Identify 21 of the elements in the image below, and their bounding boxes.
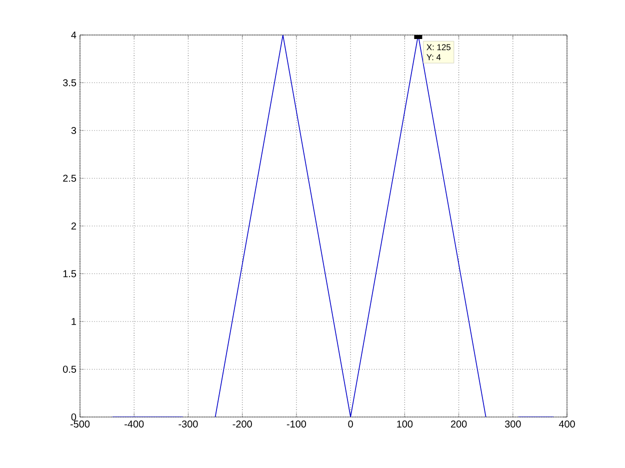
- y-tick-label: 1: [72, 318, 76, 325]
- y-tick-label: 0: [71, 413, 76, 421]
- x-tick-label: -500: [70, 420, 90, 428]
- x-tick-label: -100: [286, 420, 306, 428]
- y-tick-label: 3.5: [63, 79, 76, 86]
- x-tick-label: -200: [232, 420, 252, 428]
- x-tick-label: 200: [450, 420, 467, 428]
- y-tick-label: 0.5: [63, 366, 76, 373]
- annotation: Y: 4: [426, 54, 441, 60]
- x-tick-label: 100: [397, 420, 413, 428]
- y-tick-label: 2.5: [63, 174, 76, 182]
- x-tick-label: 400: [558, 420, 575, 428]
- x-tick-label: 0: [348, 420, 353, 428]
- x-tick-label: -300: [178, 420, 198, 428]
- y-tick-label: 1.5: [63, 270, 76, 278]
- y-tick-label: 4: [71, 32, 76, 38]
- x-tick-label: 300: [504, 420, 521, 428]
- annotation: X: 125: [426, 44, 451, 50]
- y-tick-label: 2: [71, 222, 76, 230]
- x-tick-label: -400: [124, 420, 144, 428]
- y-tick-label: 3: [71, 126, 76, 134]
